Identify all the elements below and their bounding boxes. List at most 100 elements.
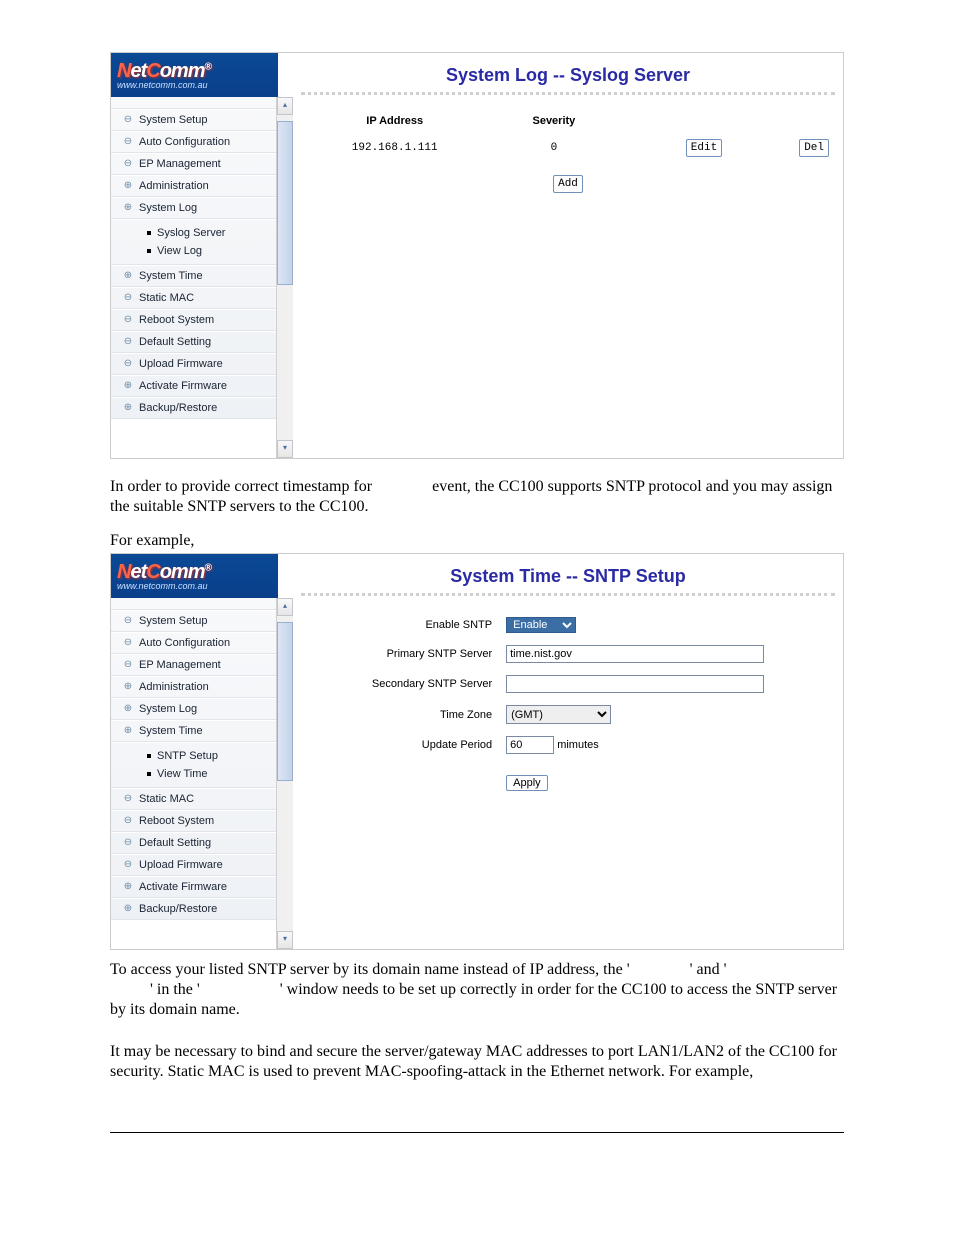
nav-reboot[interactable]: Reboot System (111, 309, 277, 331)
expand-icon (123, 904, 133, 914)
nav-backup[interactable]: Backup/Restore (111, 898, 277, 920)
col-ip: IP Address (303, 111, 486, 131)
apply-button[interactable]: Apply (506, 775, 548, 791)
nav-activate-fw[interactable]: Activate Firmware (111, 375, 277, 397)
nav-upload-fw[interactable]: Upload Firmware (111, 353, 277, 375)
scroll-up-icon[interactable]: ▴ (277, 97, 293, 115)
expand-icon (123, 403, 133, 413)
primary-sntp-input[interactable] (506, 645, 764, 663)
collapse-icon (123, 616, 133, 626)
label-timezone: Time Zone (366, 700, 498, 729)
expand-icon (123, 882, 133, 892)
add-button[interactable]: Add (553, 175, 583, 193)
syslog-table: IP Address Severity 192.168.1.111 0 Edit… (301, 109, 835, 165)
nav-view-time[interactable]: View Time (147, 765, 277, 783)
edit-button[interactable]: Edit (686, 139, 722, 157)
nav-backup[interactable]: Backup/Restore (111, 397, 277, 419)
sidebar-scrollbar[interactable]: ▴ ▾ (276, 598, 293, 949)
nav-static-mac[interactable]: Static MAC (111, 788, 277, 810)
delete-button[interactable]: Del (799, 139, 829, 157)
collapse-icon (123, 293, 133, 303)
secondary-sntp-input[interactable] (506, 675, 764, 693)
collapse-icon (123, 115, 133, 125)
nav-activate-fw[interactable]: Activate Firmware (111, 876, 277, 898)
enable-sntp-select[interactable]: Enable (506, 617, 576, 633)
nav-auto-config[interactable]: Auto Configuration (111, 632, 277, 654)
expand-icon (123, 203, 133, 213)
nav-auto-config[interactable]: Auto Configuration (111, 131, 277, 153)
sidebar: System Setup Auto Configuration EP Manag… (111, 97, 277, 419)
collapse-icon (123, 315, 133, 325)
logo: NetComm® www.netcomm.com.au (111, 53, 278, 97)
system-time-submenu: SNTP Setup View Time (111, 742, 277, 788)
label-secondary: Secondary SNTP Server (366, 670, 498, 698)
left-column: NetComm® www.netcomm.com.au System Setup… (111, 554, 277, 949)
label-primary: Primary SNTP Server (366, 640, 498, 668)
nav-system-time[interactable]: System Time (111, 720, 277, 742)
nav-admin[interactable]: Administration (111, 175, 277, 197)
syslog-window: NetComm® www.netcomm.com.au System Setup… (110, 52, 844, 459)
nav-default[interactable]: Default Setting (111, 331, 277, 353)
paragraph: To access your listed SNTP server by its… (110, 960, 844, 1020)
nav-sntp-setup[interactable]: SNTP Setup (147, 747, 277, 765)
system-log-submenu: Syslog Server View Log (111, 219, 277, 265)
sntp-form: Enable SNTP Enable Primary SNTP Server S… (364, 610, 772, 798)
left-column: NetComm® www.netcomm.com.au System Setup… (111, 53, 277, 458)
scroll-down-icon[interactable]: ▾ (277, 931, 293, 949)
update-period-input[interactable] (506, 736, 554, 754)
scroll-up-icon[interactable]: ▴ (277, 598, 293, 616)
collapse-icon (123, 337, 133, 347)
divider (110, 1132, 844, 1133)
collapse-icon (123, 660, 133, 670)
nav-syslog-server[interactable]: Syslog Server (147, 224, 277, 242)
sntp-window: NetComm® www.netcomm.com.au System Setup… (110, 553, 844, 950)
collapse-icon (123, 816, 133, 826)
nav-upload-fw[interactable]: Upload Firmware (111, 854, 277, 876)
nav-system-setup[interactable]: System Setup (111, 109, 277, 131)
page-title: System Time -- SNTP Setup (301, 554, 835, 596)
nav-ep-mgmt[interactable]: EP Management (111, 153, 277, 175)
nav-system-log[interactable]: System Log (111, 197, 277, 219)
nav-system-time[interactable]: System Time (111, 265, 277, 287)
syslog-content: System Log -- Syslog Server IP Address S… (293, 53, 843, 458)
nav-admin[interactable]: Administration (111, 676, 277, 698)
ip-value: 192.168.1.111 (303, 133, 486, 163)
scroll-thumb[interactable] (277, 121, 293, 286)
label-enable: Enable SNTP (366, 612, 498, 638)
collapse-icon (123, 159, 133, 169)
expand-icon (123, 726, 133, 736)
expand-icon (123, 181, 133, 191)
col-severity: Severity (488, 111, 619, 131)
sidebar: System Setup Auto Configuration EP Manag… (111, 598, 277, 920)
expand-icon (123, 704, 133, 714)
bullet-icon (147, 754, 151, 758)
scroll-thumb[interactable] (277, 622, 293, 782)
nav-static-mac[interactable]: Static MAC (111, 287, 277, 309)
collapse-icon (123, 860, 133, 870)
bullet-icon (147, 249, 151, 253)
logo: NetComm® www.netcomm.com.au (111, 554, 278, 598)
nav-system-log[interactable]: System Log (111, 698, 277, 720)
paragraph: In order to provide correct timestamp fo… (110, 477, 844, 517)
label-period: Update Period (366, 731, 498, 759)
severity-value: 0 (488, 133, 619, 163)
scroll-down-icon[interactable]: ▾ (277, 440, 293, 458)
sidebar-scrollbar[interactable]: ▴ ▾ (276, 97, 293, 458)
collapse-icon (123, 794, 133, 804)
paragraph: It may be necessary to bind and secure t… (110, 1042, 844, 1082)
sntp-content: System Time -- SNTP Setup Enable SNTP En… (293, 554, 843, 949)
bullet-icon (147, 772, 151, 776)
nav-ep-mgmt[interactable]: EP Management (111, 654, 277, 676)
collapse-icon (123, 137, 133, 147)
nav-default[interactable]: Default Setting (111, 832, 277, 854)
nav-view-log[interactable]: View Log (147, 242, 277, 260)
timezone-select[interactable]: (GMT) (506, 705, 611, 724)
nav-reboot[interactable]: Reboot System (111, 810, 277, 832)
collapse-icon (123, 838, 133, 848)
expand-icon (123, 682, 133, 692)
nav-system-setup[interactable]: System Setup (111, 610, 277, 632)
bullet-icon (147, 231, 151, 235)
expand-icon (123, 381, 133, 391)
collapse-icon (123, 359, 133, 369)
expand-icon (123, 271, 133, 281)
